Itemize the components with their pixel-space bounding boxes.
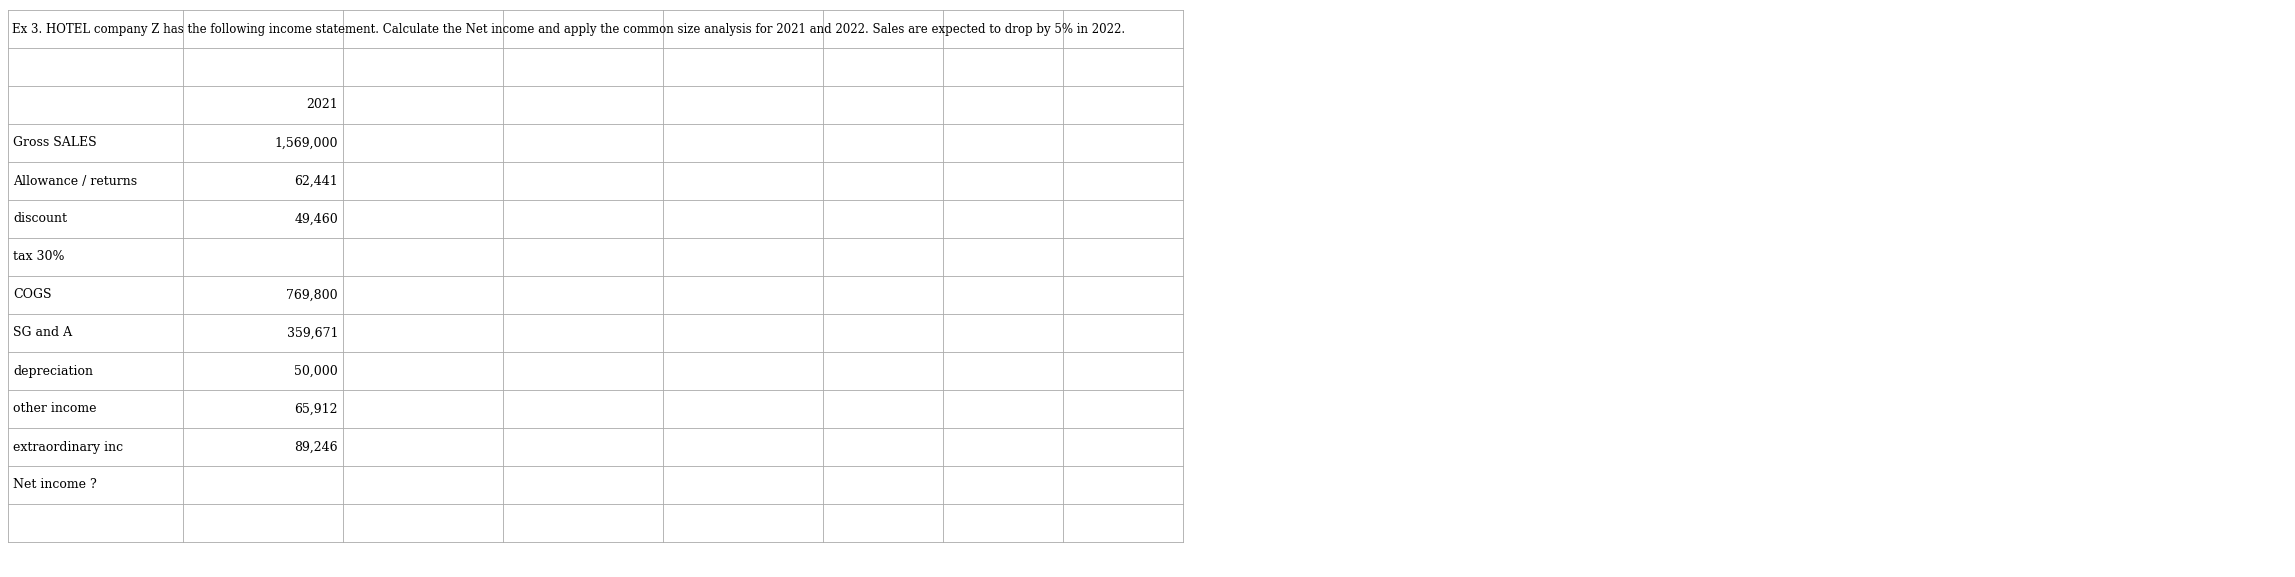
Text: 89,246: 89,246 (294, 440, 337, 454)
Text: tax 30%: tax 30% (14, 250, 64, 264)
Text: Gross SALES: Gross SALES (14, 137, 96, 149)
Text: Ex 3. HOTEL company Z has the following income statement. Calculate the Net inco: Ex 3. HOTEL company Z has the following … (11, 23, 1125, 36)
Text: COGS: COGS (14, 288, 50, 302)
Text: SG and A: SG and A (14, 327, 71, 339)
Text: 359,671: 359,671 (287, 327, 337, 339)
Text: Allowance / returns: Allowance / returns (14, 174, 138, 188)
Text: discount: discount (14, 212, 67, 226)
Text: 49,460: 49,460 (294, 212, 337, 226)
Text: extraordinary inc: extraordinary inc (14, 440, 124, 454)
Text: 2021: 2021 (305, 99, 337, 111)
Text: 62,441: 62,441 (294, 174, 337, 188)
Text: 769,800: 769,800 (287, 288, 337, 302)
Text: 50,000: 50,000 (294, 365, 337, 377)
Text: 1,569,000: 1,569,000 (275, 137, 337, 149)
Text: 65,912: 65,912 (294, 403, 337, 415)
Text: other income: other income (14, 403, 96, 415)
Text: Net income ?: Net income ? (14, 478, 96, 492)
Text: depreciation: depreciation (14, 365, 94, 377)
